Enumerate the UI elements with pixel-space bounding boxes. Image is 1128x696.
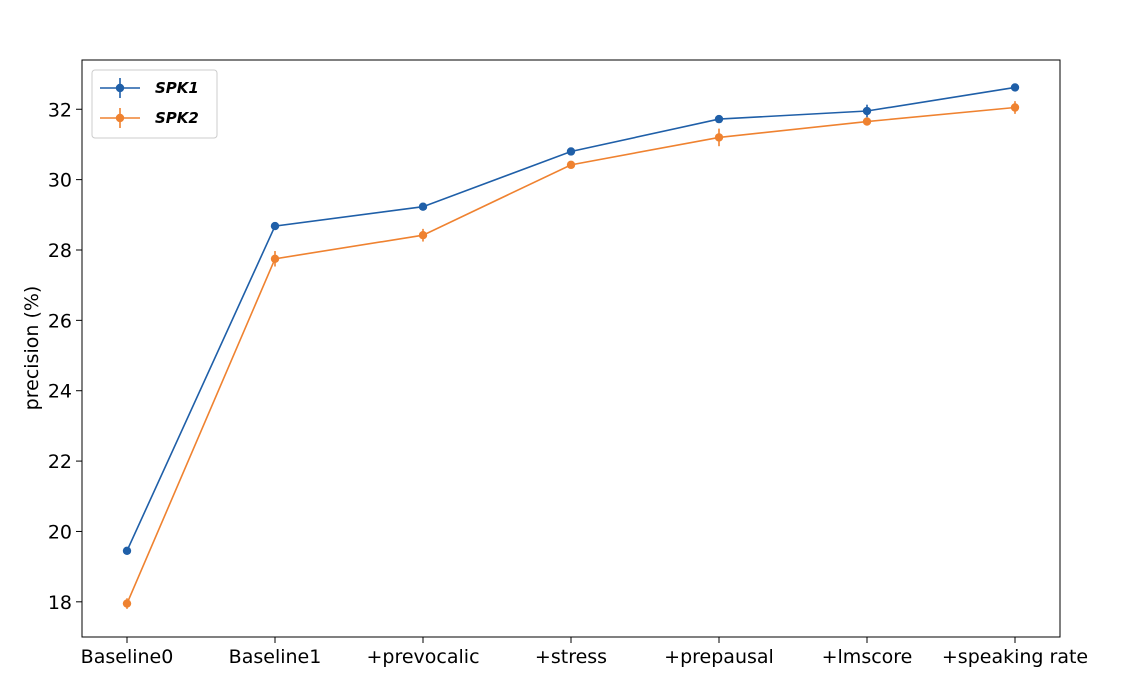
data-point [418, 202, 428, 211]
legend: SPK1 SPK2 [91, 69, 218, 139]
data-point [1010, 83, 1020, 92]
x-tick-label: +speaking rate [942, 646, 1088, 668]
x-tick-label: Baseline1 [229, 646, 322, 668]
plot-frame [81, 59, 1061, 638]
data-point [122, 599, 132, 608]
data-point [862, 106, 872, 116]
data-point [418, 231, 428, 240]
x-tick-label: Baseline0 [81, 646, 174, 668]
chart-marks [122, 83, 1020, 609]
x-tick-label: +lmscore [822, 646, 913, 668]
y-tick-label: 24 [48, 381, 72, 403]
legend-marker [115, 113, 125, 123]
data-point [566, 147, 576, 156]
x-tick-label: +prepausal [664, 646, 774, 668]
series-line [126, 106, 1016, 604]
y-axis-label: precision (%) [21, 286, 43, 411]
y-tick-label: 22 [48, 451, 72, 473]
y-tick-label: 26 [48, 310, 72, 332]
legend-label: SPK1 [155, 79, 199, 97]
y-tick-label: 28 [48, 240, 72, 262]
y-tick-label: 30 [48, 170, 72, 192]
legend-label: SPK2 [155, 109, 199, 127]
y-tick-label: 18 [48, 592, 72, 614]
y-axis: 18 20 22 24 26 28 30 32 [48, 99, 82, 614]
x-axis: Baseline0 Baseline1 +prevocalic +stress +pre… [81, 637, 1088, 668]
data-point [270, 254, 280, 263]
data-point [714, 114, 724, 124]
data-point [566, 160, 576, 170]
legend-marker [115, 83, 125, 93]
series-line [126, 86, 1016, 552]
y-tick-label: 32 [48, 99, 72, 121]
data-point [270, 221, 280, 231]
x-tick-label: +stress [535, 646, 607, 668]
data-point [714, 133, 724, 142]
x-tick-label: +prevocalic [366, 646, 479, 668]
data-point [1010, 103, 1020, 112]
y-tick-label: 20 [48, 521, 72, 543]
data-point [122, 546, 132, 556]
data-point [862, 117, 872, 126]
